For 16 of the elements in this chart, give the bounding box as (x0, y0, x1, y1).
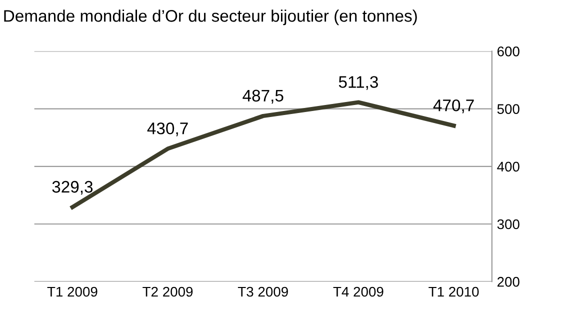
x-tick-label: T1 2009 (47, 286, 98, 297)
data-label: 487,5 (242, 90, 284, 104)
chart-title: Demande mondiale d’Or du secteur bijoutier (en tonnes) (4, 10, 417, 26)
x-tick-label: T1 2010 (428, 286, 479, 297)
y-tick-label: 500 (497, 104, 520, 114)
y-tick-label: 600 (497, 46, 520, 56)
x-tick-label: T4 2009 (333, 286, 384, 297)
y-tick-label: 200 (497, 276, 520, 287)
data-label: 430,7 (147, 122, 188, 136)
x-tick-label: T3 2009 (238, 286, 288, 297)
data-label: 470,7 (433, 99, 474, 114)
y-tick-label: 300 (497, 219, 520, 230)
x-tick-label: T2 2009 (142, 286, 193, 297)
y-tick-label: 400 (497, 162, 520, 172)
data-label: 511,3 (338, 76, 378, 90)
data-label: 329,3 (52, 180, 93, 195)
